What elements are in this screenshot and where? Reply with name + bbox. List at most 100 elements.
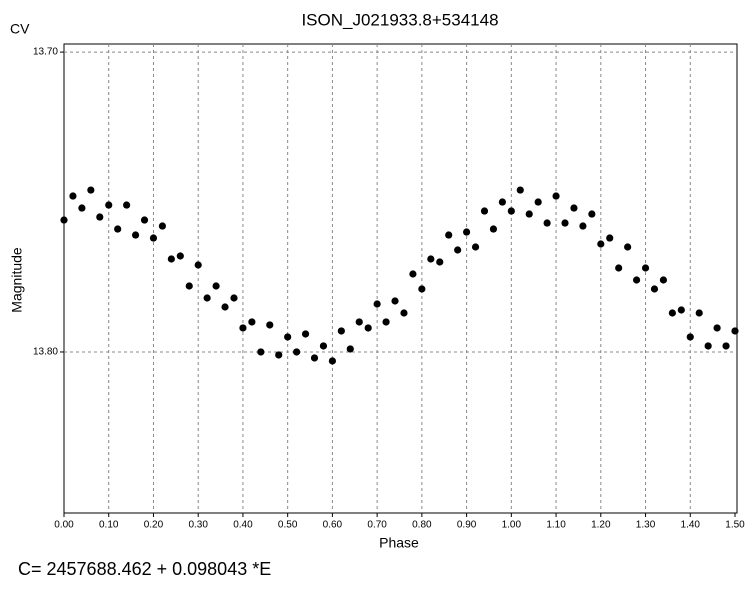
x-tick-label: 0.20 [144, 520, 164, 531]
data-point [185, 282, 193, 290]
data-point [427, 255, 435, 263]
data-point [722, 342, 730, 350]
data-point [579, 222, 587, 230]
data-point [284, 333, 292, 341]
data-point [78, 204, 86, 212]
data-point [463, 228, 471, 236]
x-tick-label: 0.70 [367, 520, 387, 531]
data-point [454, 246, 462, 254]
data-point [677, 306, 685, 314]
x-axis-label: Phase [379, 535, 419, 551]
y-tick-label: 13.70 [33, 47, 58, 58]
data-point [525, 210, 533, 218]
data-point [615, 264, 623, 272]
x-tick-label: 0.50 [278, 520, 298, 531]
data-point [87, 186, 95, 194]
x-tick-label: 1.30 [636, 520, 656, 531]
data-point [418, 285, 426, 293]
x-tick-label: 1.50 [725, 520, 745, 531]
data-point [69, 192, 77, 200]
data-point [570, 204, 578, 212]
data-point [96, 213, 104, 221]
data-point [328, 357, 336, 365]
data-point [561, 219, 569, 227]
data-point [158, 222, 167, 230]
data-point [713, 324, 721, 332]
y-axis-label: Magnitude [9, 247, 25, 313]
data-point [489, 225, 498, 233]
data-point [471, 243, 480, 251]
x-tick-label: 1.10 [546, 520, 566, 531]
data-point [373, 300, 381, 308]
data-point [704, 342, 712, 350]
data-point [624, 243, 632, 251]
data-point [632, 276, 641, 284]
data-point [668, 309, 676, 317]
y-tick-label: 13.80 [33, 347, 58, 358]
data-point [686, 333, 694, 341]
data-point [257, 348, 265, 356]
x-tick-label: 0.10 [99, 520, 119, 531]
data-point [131, 231, 140, 239]
x-tick-label: 0.30 [188, 520, 208, 531]
data-point [641, 264, 650, 272]
data-point [391, 297, 399, 305]
data-point [552, 192, 560, 200]
data-point [194, 261, 202, 269]
data-point [659, 276, 668, 284]
data-point [364, 324, 372, 332]
data-point [409, 270, 417, 278]
data-point [498, 198, 506, 206]
data-point [239, 324, 247, 332]
data-point [203, 294, 211, 302]
data-point [337, 327, 345, 335]
data-point [606, 234, 614, 242]
data-point [266, 321, 274, 329]
data-point [480, 207, 489, 215]
x-tick-label: 0.90 [457, 520, 477, 531]
data-point [346, 345, 354, 353]
data-point [114, 225, 122, 233]
data-point [230, 294, 238, 302]
x-tick-label: 1.40 [681, 520, 701, 531]
data-point [140, 216, 149, 224]
data-point [293, 348, 301, 356]
data-point [355, 318, 363, 326]
data-point [597, 240, 605, 248]
data-point [248, 318, 256, 326]
data-point [534, 198, 542, 206]
data-point [275, 351, 283, 359]
data-point [445, 231, 453, 239]
data-point [650, 285, 659, 293]
data-point [507, 207, 515, 215]
x-tick-label: 0.00 [54, 520, 74, 531]
data-point [588, 210, 596, 218]
data-point [167, 255, 175, 263]
data-point [695, 309, 703, 317]
data-point [400, 309, 408, 317]
data-point [301, 330, 310, 338]
x-tick-label: 1.00 [502, 520, 522, 531]
x-tick-label: 1.20 [591, 520, 611, 531]
data-point [60, 216, 68, 224]
data-point [123, 201, 131, 209]
data-point [221, 303, 229, 311]
x-tick-label: 0.80 [412, 520, 432, 531]
data-point [516, 186, 524, 194]
chart-title: ISON_J021933.8+534148 [301, 10, 498, 29]
footer: C= 2457688.462 + 0.098043 *E [18, 559, 271, 579]
data-point [436, 258, 444, 266]
data-point [319, 342, 328, 350]
data-point [212, 282, 220, 290]
x-tick-label: 0.40 [233, 520, 253, 531]
data-point [149, 234, 158, 242]
data-point [176, 252, 184, 260]
data-point [105, 201, 113, 209]
data-point [310, 354, 319, 362]
data-point [731, 327, 739, 335]
corner-label: CV [10, 21, 30, 37]
data-point [543, 219, 551, 227]
plot-frame [63, 43, 738, 514]
